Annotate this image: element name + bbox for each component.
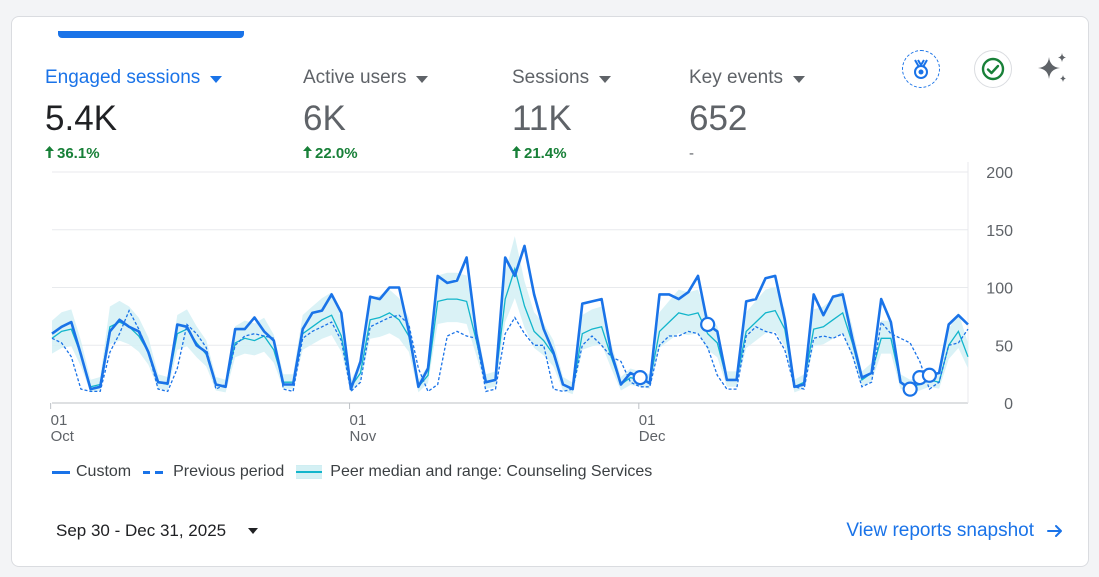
- chevron-down-icon[interactable]: [416, 75, 429, 83]
- metric-label[interactable]: Active users: [303, 65, 429, 91]
- legend-swatch: [52, 470, 70, 474]
- date-range-picker[interactable]: Sep 30 - Dec 31, 2025: [56, 521, 259, 541]
- metric-change: 22.0%: [303, 145, 428, 163]
- legend-previous-period[interactable]: Previous period: [143, 463, 284, 481]
- chevron-down-icon[interactable]: [599, 75, 612, 83]
- metric-value: 652: [689, 99, 748, 138]
- metric-value: 11K: [512, 99, 572, 138]
- arrow-up-icon: [303, 145, 312, 162]
- legend-swatch: [143, 470, 164, 474]
- chevron-down-icon[interactable]: [793, 75, 805, 83]
- custom-line: [51, 244, 969, 391]
- metric-key-events[interactable]: Key events 652 -: [689, 65, 805, 163]
- arrow-up-icon: [512, 145, 521, 162]
- metric-engaged-sessions[interactable]: Engaged sessions 5.4K 36.1%: [45, 65, 223, 163]
- check-circle-icon[interactable]: [974, 50, 1012, 88]
- arrow-right-icon: [1047, 525, 1062, 537]
- anomaly-marker: [632, 369, 648, 386]
- arrow-up-icon: [45, 145, 54, 162]
- anomaly-marker: [700, 316, 716, 333]
- metric-label[interactable]: Sessions: [512, 65, 612, 91]
- legend-swatch: [296, 465, 323, 479]
- active-metric-indicator: [58, 31, 244, 38]
- y-tick-label: 150: [986, 223, 1013, 240]
- x-tick-month: Nov: [350, 428, 377, 445]
- anomaly-marker: [902, 381, 918, 397]
- metric-active-users[interactable]: Active users 6K 22.0%: [303, 65, 429, 163]
- metric-sessions[interactable]: Sessions 11K 21.4%: [512, 65, 612, 163]
- metric-label[interactable]: Engaged sessions: [45, 65, 223, 91]
- x-tick-day: 01: [639, 412, 656, 429]
- peer-range-band: [52, 236, 968, 395]
- legend-peer[interactable]: Peer median and range: Counseling Servic…: [296, 463, 652, 481]
- y-tick-label: 100: [986, 281, 1013, 298]
- y-tick-label: 200: [986, 165, 1013, 182]
- overview-card: Engaged sessions 5.4K 36.1% Active users…: [11, 16, 1089, 567]
- x-tick-day: 01: [350, 412, 367, 429]
- x-tick-day: 01: [51, 412, 68, 429]
- metric-value: 5.4K: [45, 99, 117, 138]
- medal-icon[interactable]: [902, 50, 940, 88]
- chevron-down-icon[interactable]: [210, 75, 223, 83]
- sparkle-icon[interactable]: [1036, 51, 1070, 90]
- x-tick-month: Oct: [51, 428, 75, 445]
- metric-change: 21.4%: [512, 145, 611, 163]
- metric-label[interactable]: Key events: [689, 65, 805, 91]
- metric-value: 6K: [303, 99, 346, 138]
- x-tick-month: Dec: [639, 428, 666, 445]
- metric-change: -: [689, 145, 694, 162]
- chevron-down-icon[interactable]: [248, 528, 259, 534]
- y-tick-label: 50: [995, 338, 1013, 355]
- previous-period-line: [51, 309, 969, 393]
- y-tick-label: 0: [1004, 396, 1013, 413]
- metric-change: 36.1%: [45, 145, 222, 163]
- legend-custom[interactable]: Custom: [52, 463, 131, 481]
- chart-legend: Custom Previous period Peer median and r…: [52, 463, 664, 481]
- anomaly-marker: [921, 367, 938, 383]
- view-reports-snapshot-link[interactable]: View reports snapshot: [846, 520, 1064, 542]
